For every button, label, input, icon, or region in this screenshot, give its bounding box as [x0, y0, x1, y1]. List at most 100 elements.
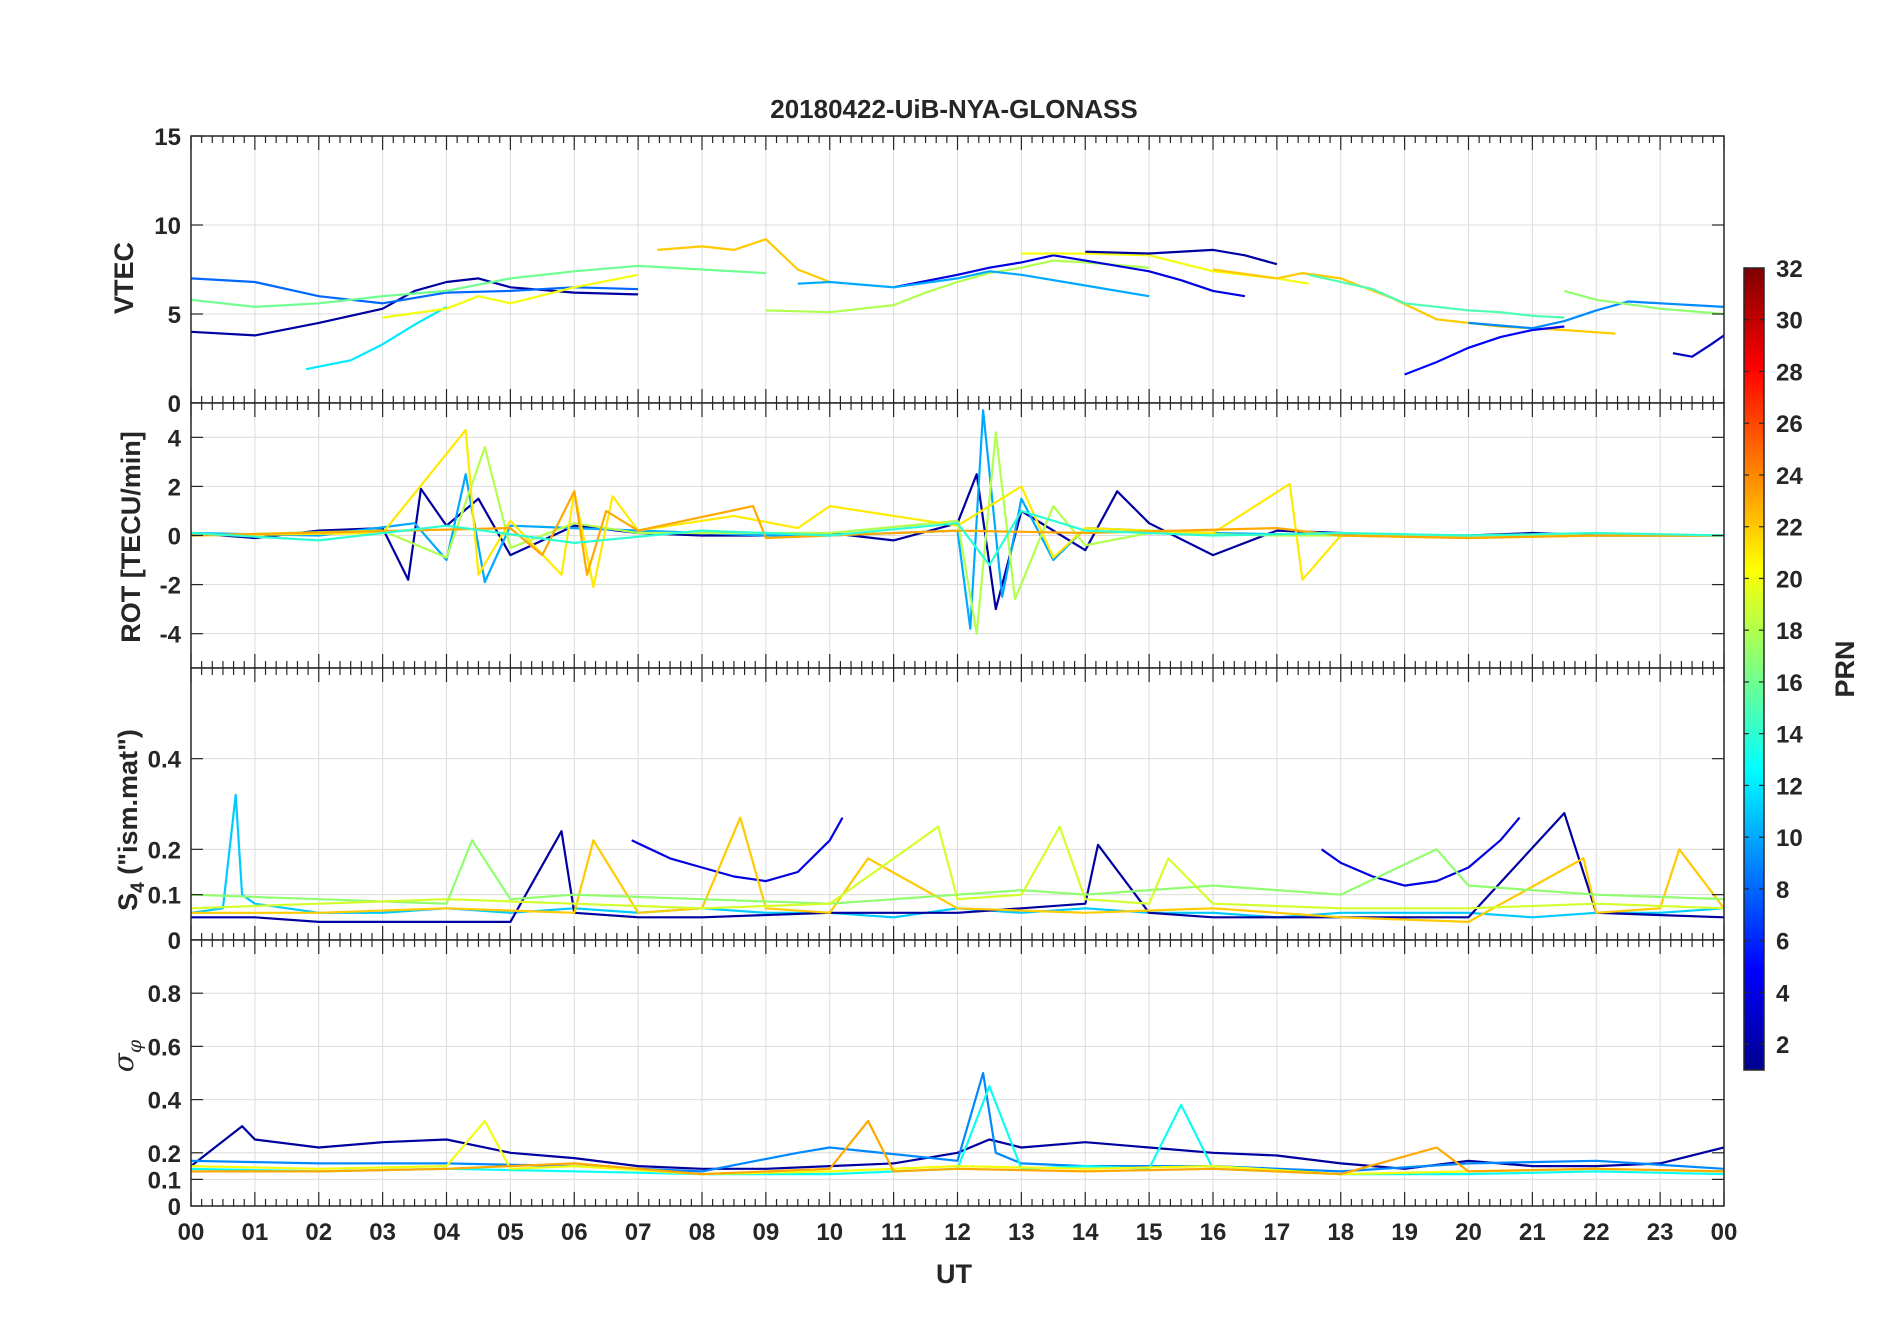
series-line-prn-18 — [765, 259, 1150, 314]
series-line-prn-17 — [191, 839, 1724, 905]
series-line-prn-16 — [191, 264, 766, 308]
x-tick-label: 23 — [1647, 1219, 1674, 1246]
y-tick-label: 0 — [168, 1194, 181, 1221]
x-tick-label: 21 — [1519, 1219, 1546, 1246]
panel-s4: 0 0.1 0.2 0.4 — [148, 667, 1725, 955]
y-tick-label: 15 — [154, 124, 181, 151]
y-axis-label-sigma-phi: σφ — [107, 1039, 146, 1072]
colorbar-tick-label: 2 — [1776, 1032, 1789, 1059]
y-tick-label: 4 — [168, 425, 182, 452]
colorbar-tick-label: 30 — [1776, 308, 1803, 335]
x-tick-label: 22 — [1583, 1219, 1610, 1246]
x-tick-label: 07 — [625, 1219, 652, 1246]
x-tick-label: 18 — [1327, 1219, 1354, 1246]
y-axis-label-s4: S4 ("ism.mat") — [113, 729, 149, 911]
colorbar-tick-label: 8 — [1776, 877, 1789, 904]
y-tick-label: 0.2 — [148, 1141, 181, 1168]
colorbar-tick-label: 6 — [1776, 929, 1789, 956]
colorbar-tick-label: 4 — [1776, 980, 1790, 1007]
y-axis-label-rot: ROT [TECU/min] — [116, 431, 146, 642]
x-tick-label: 02 — [305, 1219, 332, 1246]
x-tick-label: 10 — [816, 1219, 843, 1246]
series-line-prn-2 — [1085, 248, 1278, 266]
colorbar-tick-label: 24 — [1776, 463, 1803, 490]
y-tick-label: 0 — [168, 391, 181, 418]
series-line-prn-11 — [191, 793, 1724, 919]
y-tick-label: -2 — [160, 573, 181, 600]
series-group — [191, 409, 1724, 635]
x-tick-label: 04 — [433, 1219, 460, 1246]
y-tick-label: 2 — [168, 474, 181, 501]
series-line-prn-20 — [382, 273, 639, 319]
x-tick-label: 01 — [242, 1219, 269, 1246]
series-line-prn-4 — [631, 817, 844, 883]
y-tick-label: 0.6 — [148, 1034, 181, 1061]
x-tick-label: 03 — [369, 1219, 396, 1246]
series-line-prn-5 — [1404, 325, 1565, 376]
x-tick-label: 16 — [1200, 1219, 1227, 1246]
y-tick-label: 0.1 — [148, 883, 181, 910]
series-line-prn-3 — [1672, 334, 1724, 358]
svg-text:S4 ("ism.mat"): S4 ("ism.mat") — [113, 729, 149, 911]
x-tick-label: 17 — [1264, 1219, 1291, 1246]
series-line-prn-2 — [191, 811, 1724, 924]
colorbar-tick-label: 26 — [1776, 411, 1803, 438]
series-line-prn-17 — [1564, 289, 1724, 316]
series-line-prn-19 — [191, 825, 1724, 910]
x-axis-label: UT — [936, 1259, 972, 1289]
y-tick-label: 0.4 — [148, 1088, 182, 1115]
series-line-prn-20 — [191, 1119, 1724, 1176]
series-line-prn-8 — [191, 277, 639, 305]
series-line-prn-12 — [305, 305, 448, 371]
colorbar-tick-label: 12 — [1776, 773, 1803, 800]
x-tick-label: 19 — [1391, 1219, 1418, 1246]
x-tick-label: 20 — [1455, 1219, 1482, 1246]
y-tick-label: 0.8 — [148, 981, 181, 1008]
x-tick-label: 00 — [1711, 1219, 1738, 1246]
colorbar-tick-label: 10 — [1776, 825, 1803, 852]
x-tick-label: 15 — [1136, 1219, 1163, 1246]
x-tick-label: 11 — [881, 1219, 906, 1246]
series-line-prn-14 — [191, 509, 1724, 567]
y-axis-label-vtec: VTEC — [109, 242, 139, 314]
series-line-prn-21 — [191, 428, 1724, 589]
x-tick-label: 14 — [1072, 1219, 1099, 1246]
y-tick-label: 10 — [154, 213, 181, 240]
colorbar-tick-label: 22 — [1776, 515, 1803, 542]
colorbar-tick-label: 32 — [1776, 256, 1803, 283]
chart-title: 20180422-UiB-NYA-GLONASS — [770, 94, 1138, 124]
colorbar-tick-label: 16 — [1776, 670, 1803, 697]
panel-rot: -4 -2 0 2 4 — [160, 402, 1725, 669]
series-line-prn-15 — [1308, 273, 1565, 319]
y-tick-label: 0.4 — [148, 747, 182, 774]
x-tick-label: 08 — [689, 1219, 716, 1246]
series-line-prn-4 — [1320, 816, 1521, 887]
y-tick-label: 0 — [168, 524, 181, 551]
series-group — [191, 1071, 1724, 1176]
colorbar-tick-label: 14 — [1776, 722, 1803, 749]
series-line-prn-22 — [657, 238, 831, 284]
series-group — [191, 238, 1724, 376]
y-tick-label: -4 — [160, 622, 182, 649]
series-line-prn-9 — [1468, 300, 1724, 330]
series-line-prn-23 — [191, 490, 1724, 576]
series-line-prn-2 — [191, 1125, 1724, 1170]
x-tick-label: 12 — [944, 1219, 971, 1246]
series-line-prn-10 — [797, 270, 1150, 298]
panel-vtec: 0 5 10 15 — [154, 124, 1725, 418]
svg-text:σφ: σφ — [107, 1039, 146, 1072]
colorbar-tick-label: 20 — [1776, 566, 1803, 593]
y-tick-label: 0 — [168, 928, 181, 955]
colorbar-tick-label: 28 — [1776, 359, 1803, 386]
x-tick-label: 06 — [561, 1219, 588, 1246]
series-line-prn-10 — [191, 409, 1724, 630]
x-tick-label: 09 — [753, 1219, 780, 1246]
x-tick-label: 05 — [497, 1219, 524, 1246]
colorbar-label: PRN — [1830, 640, 1860, 697]
y-tick-label: 0.2 — [148, 837, 181, 864]
colorbar-tick-label: 18 — [1776, 618, 1803, 645]
series-line-prn-23 — [191, 1119, 1724, 1176]
x-tick-labels: 00 01 02 03 04 05 06 07 08 09 10 11 12 13 14 15 16 17 18 19… — [178, 1219, 1738, 1246]
